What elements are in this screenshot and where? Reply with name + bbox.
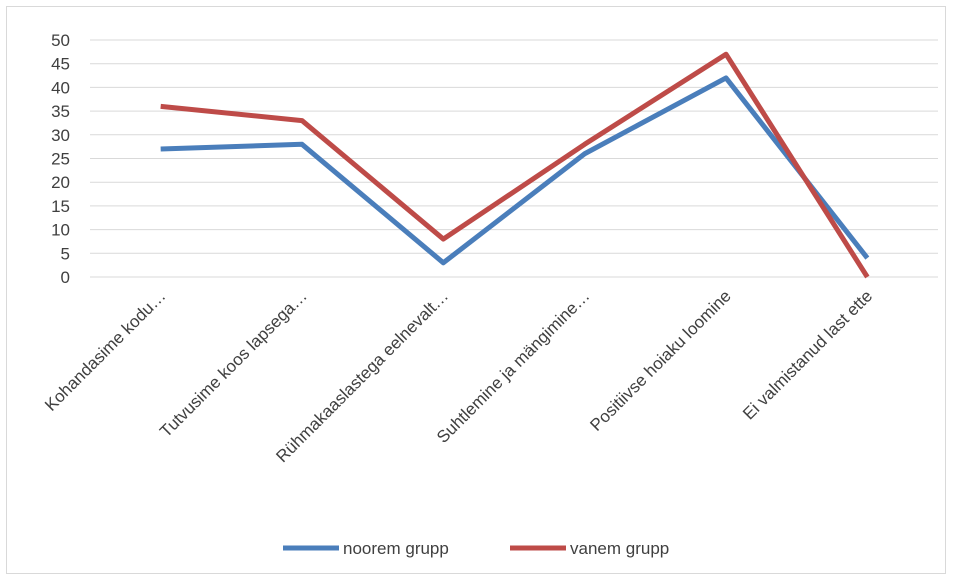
legend-label: noorem grupp xyxy=(343,539,449,558)
y-tick-label: 50 xyxy=(51,31,70,50)
y-tick-label: 15 xyxy=(51,197,70,216)
y-axis-ticks: 0 5 10 15 20 25 30 35 40 45 50 xyxy=(51,31,70,287)
x-category-label: Tutvusime koos lapsega… xyxy=(156,286,311,441)
legend: noorem grupp vanem grupp xyxy=(283,539,669,558)
y-tick-label: 0 xyxy=(61,268,70,287)
y-tick-label: 5 xyxy=(61,244,70,263)
series-line-1 xyxy=(160,75,870,266)
y-tick-label: 20 xyxy=(51,173,70,192)
y-tick-label: 25 xyxy=(51,150,70,169)
y-tick-label: 35 xyxy=(51,102,70,121)
y-tick-label: 10 xyxy=(51,221,70,240)
x-axis-categories: Kohandasime kodu…Tutvusime koos lapsega…… xyxy=(41,286,876,466)
x-category-label: Suhtlemine ja mängimine… xyxy=(433,286,593,446)
y-tick-label: 45 xyxy=(51,55,70,74)
series-lines xyxy=(160,51,870,279)
y-tick-label: 40 xyxy=(51,78,70,97)
y-tick-label: 30 xyxy=(51,126,70,145)
legend-label: vanem grupp xyxy=(570,539,669,558)
x-category-label: Positiivse hoiaku loomine xyxy=(586,286,734,434)
x-category-label: Ei valmistanud last ette xyxy=(739,286,876,423)
x-category-label: Kohandasime kodu… xyxy=(41,286,169,414)
series-line-2 xyxy=(160,51,870,279)
gridlines xyxy=(90,39,938,254)
x-category-label: Rühmakaaslastega eelnevalt… xyxy=(272,286,452,466)
chart-frame xyxy=(6,6,946,574)
